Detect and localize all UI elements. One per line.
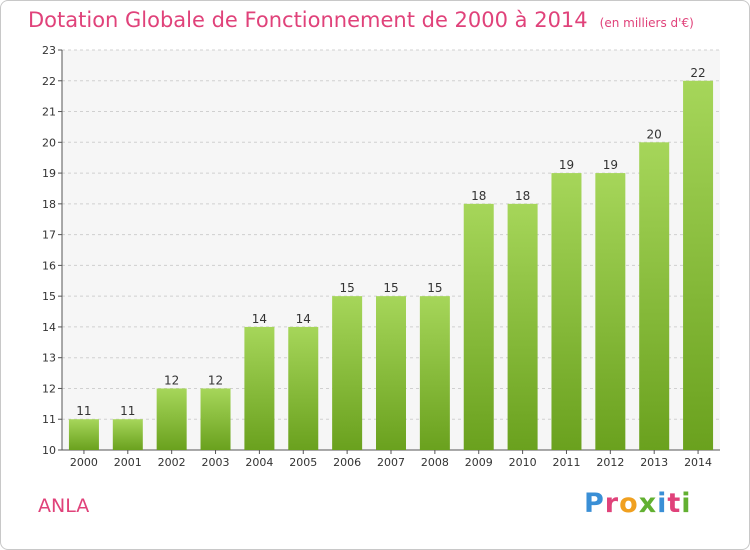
x-tick-label: 2000 [70, 456, 98, 469]
x-tick-label: 2009 [465, 456, 493, 469]
bar-value-label: 12 [164, 373, 179, 387]
bar-2001 [112, 419, 143, 450]
bar-value-label: 18 [471, 189, 486, 203]
x-tick-label: 2008 [421, 456, 449, 469]
bar-2000 [68, 419, 99, 450]
bar-2008 [419, 296, 450, 450]
bar-2002 [156, 388, 187, 450]
x-tick-label: 2003 [202, 456, 230, 469]
bar-value-label: 15 [427, 281, 442, 295]
logo-letter: i [657, 488, 668, 519]
bar-value-label: 12 [208, 373, 223, 387]
x-tick-label: 2012 [596, 456, 624, 469]
commune-name: ANLA [38, 495, 90, 517]
x-tick-label: 2001 [114, 456, 142, 469]
y-tick-label: 12 [42, 382, 56, 395]
y-tick-label: 21 [42, 106, 56, 119]
bar-value-label: 22 [690, 66, 705, 80]
y-tick-label: 15 [42, 290, 56, 303]
x-tick-label: 2007 [377, 456, 405, 469]
bar-2005 [288, 326, 319, 450]
bar-2004 [244, 326, 275, 450]
bar-value-label: 15 [339, 281, 354, 295]
bar-value-label: 14 [252, 312, 267, 326]
bar-value-label: 19 [603, 158, 618, 172]
x-tick-label: 2014 [684, 456, 712, 469]
logo-letter: o [619, 488, 639, 519]
x-tick-label: 2002 [158, 456, 186, 469]
x-tick-label: 2005 [289, 456, 317, 469]
bar-2007 [376, 296, 406, 450]
bar-2011 [551, 173, 582, 451]
y-tick-label: 11 [42, 413, 56, 426]
y-tick-label: 14 [42, 321, 56, 334]
bar-2013 [639, 142, 670, 451]
y-tick-label: 16 [42, 259, 56, 272]
bar-2009 [463, 203, 494, 450]
bar-value-label: 18 [515, 189, 530, 203]
proxiti-logo: Proxiti [584, 488, 692, 519]
logo-letter: t [667, 488, 682, 519]
bar-2003 [200, 388, 231, 450]
chart-title-text: Dotation Globale de Fonctionnement de 20… [28, 8, 588, 32]
y-tick-label: 18 [42, 198, 56, 211]
bar-value-label: 11 [76, 404, 91, 418]
bar-value-label: 15 [383, 281, 398, 295]
y-tick-label: 17 [42, 229, 56, 242]
x-tick-label: 2010 [509, 456, 537, 469]
y-tick-label: 10 [42, 444, 56, 457]
x-tick-label: 2013 [640, 456, 668, 469]
x-tick-label: 2006 [333, 456, 361, 469]
bar-value-label: 14 [296, 312, 311, 326]
y-tick-label: 20 [42, 136, 56, 149]
y-tick-label: 19 [42, 167, 56, 180]
bar-2012 [595, 173, 626, 451]
y-tick-label: 23 [42, 44, 56, 57]
chart-unit: (en milliers d'€) [599, 16, 694, 30]
bar-value-label: 19 [559, 158, 574, 172]
x-tick-label: 2004 [245, 456, 273, 469]
bar-2010 [507, 203, 538, 450]
bar-2006 [332, 296, 363, 450]
bar-value-label: 11 [120, 404, 135, 418]
y-tick-label: 22 [42, 75, 56, 88]
bar-2014 [683, 80, 714, 451]
chart-title: Dotation Globale de Fonctionnement de 20… [28, 8, 694, 32]
x-tick-label: 2011 [552, 456, 580, 469]
logo-letter: i [681, 488, 692, 519]
logo-letter: r [604, 488, 620, 519]
logo-letter: x [638, 488, 658, 519]
bar-value-label: 20 [647, 127, 662, 141]
logo-letter: P [584, 488, 605, 519]
y-tick-label: 13 [42, 352, 56, 365]
